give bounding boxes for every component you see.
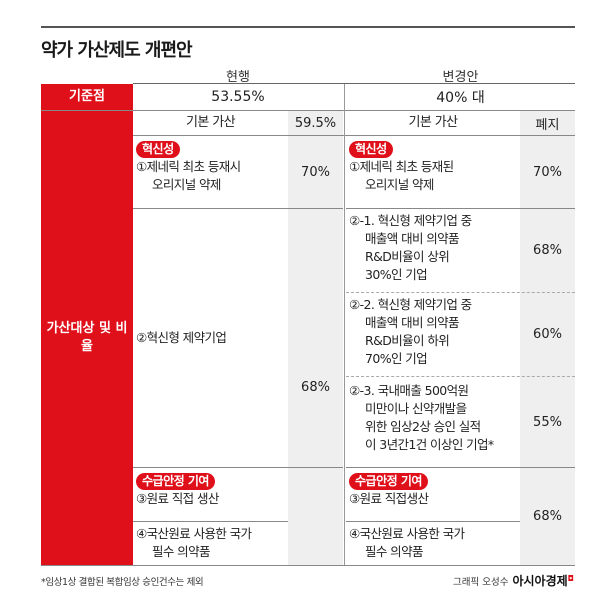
item-text: ③원료 직접 생산	[136, 491, 219, 506]
item-text: ②-2. 혁신형 제약기업 중	[349, 297, 472, 312]
brand-logo: 아시아경제	[512, 574, 568, 588]
proposed-item2-1-value: 68%	[533, 243, 562, 258]
proposed-item2-3-value: 55%	[533, 414, 562, 430]
credit-text: 그래픽 오성수	[453, 577, 509, 588]
item-text: R&D비율이 하위	[365, 333, 450, 348]
supply-tag: 수급안정 기여	[349, 473, 428, 490]
column-header-proposed: 변경안	[442, 70, 479, 85]
proposed-basic-label: 기본 가산	[408, 115, 459, 130]
divider	[133, 135, 575, 136]
current-basic-label: 기본 가산	[186, 115, 236, 130]
item-text: ①제네릭 최초 등재시	[136, 159, 241, 174]
item-text: R&D비율이 상위	[365, 249, 450, 264]
item-text: ②-1. 혁신형 제약기업 중	[349, 213, 472, 228]
item-text: 미만이나 신약개발을	[365, 401, 467, 416]
current-item4: ④국산원료 사용한 국가 필수 의약품	[136, 525, 286, 561]
current-item1-value: 70%	[301, 164, 330, 180]
proposed-item2-2-value: 60%	[533, 327, 562, 342]
current-group-value: 68%	[301, 379, 330, 395]
proposed-item1-value: 70%	[533, 164, 562, 180]
divider	[41, 110, 575, 111]
item-text: 70%인 기업	[365, 351, 428, 366]
divider	[346, 467, 575, 468]
divider	[346, 208, 575, 209]
divider	[344, 84, 345, 565]
column-header-current: 현행	[226, 70, 250, 85]
item-text: ②-3. 국내매출 500억원	[349, 383, 469, 398]
proposed-item2-1: ②-1. 혁신형 제약기업 중 매출액 대비 의약품 R&D비율이 상위 30%…	[349, 212, 519, 284]
proposed-supply-value: 68%	[533, 509, 562, 524]
divider	[133, 83, 575, 84]
divider	[41, 565, 575, 566]
divider	[133, 521, 288, 522]
proposed-basic-value: 폐지	[535, 117, 560, 133]
item-text: 오리지널 약제	[152, 177, 221, 192]
item-text: ④국산원료 사용한 국가	[349, 526, 465, 541]
row-label-section: 가산대상 및 비율	[41, 111, 133, 565]
item-text: 30%인 기업	[365, 267, 428, 282]
item-text: 매출액 대비 의약품	[365, 315, 460, 330]
innovation-tag: 혁신성	[136, 141, 180, 158]
credit: 그래픽 오성수 아시아경제◘	[453, 572, 574, 589]
proposed-item4: ④국산원료 사용한 국가 필수 의약품	[349, 525, 519, 561]
divider	[133, 467, 343, 468]
item-text: 오리지널 약제	[365, 177, 434, 192]
proposed-percent-column	[520, 110, 575, 565]
row-label-baseline: 기준점	[41, 84, 133, 110]
page-title: 약가 가산제도 개편안	[41, 40, 193, 61]
supply-tag: 수급안정 기여	[136, 473, 215, 490]
divider	[133, 208, 343, 209]
footnote: *임상1상 결합된 복합임상 승인건수는 제외	[41, 577, 204, 588]
brand-mark-icon: ◘	[567, 573, 574, 583]
proposed-item3: 수급안정 기여 ③원료 직접생산	[349, 472, 519, 508]
title-rule	[41, 26, 575, 28]
current-item3: 수급안정 기여 ③원료 직접 생산	[136, 472, 286, 508]
item-text: 필수 의약품	[152, 544, 210, 559]
current-basic-value: 59.5%	[294, 115, 337, 131]
item-text: 이 3년간1건 이상인 기업*	[365, 437, 494, 452]
innovation-tag: 혁신성	[349, 141, 393, 158]
proposed-item2-3: ②-3. 국내매출 500억원 미만이나 신약개발을 위한 임상2상 승인 실적…	[349, 382, 521, 454]
current-item1: 혁신성 ①제네릭 최초 등재시 오리지널 약제	[136, 140, 286, 194]
item-text: ③원료 직접생산	[349, 491, 429, 506]
proposed-item1: 혁신성 ①제네릭 최초 등재된 오리지널 약제	[349, 140, 519, 194]
item-text: 필수 의약품	[365, 544, 423, 559]
divider	[346, 376, 575, 377]
item-text: 위한 임상2상 승인 실적	[365, 419, 481, 434]
item-text: ④국산원료 사용한 국가	[136, 526, 252, 541]
item-text: ①제네릭 최초 등재된	[349, 159, 454, 174]
proposed-item2-2: ②-2. 혁신형 제약기업 중 매출액 대비 의약품 R&D비율이 하위 70%…	[349, 296, 519, 368]
current-item2: ②혁신형 제약기업	[136, 330, 227, 345]
baseline-current: 53.55%	[211, 89, 265, 105]
current-percent-column	[288, 110, 343, 565]
baseline-proposed: 40% 대	[436, 90, 485, 106]
divider	[346, 292, 575, 293]
divider	[346, 521, 520, 522]
item-text: 매출액 대비 의약품	[365, 231, 460, 246]
